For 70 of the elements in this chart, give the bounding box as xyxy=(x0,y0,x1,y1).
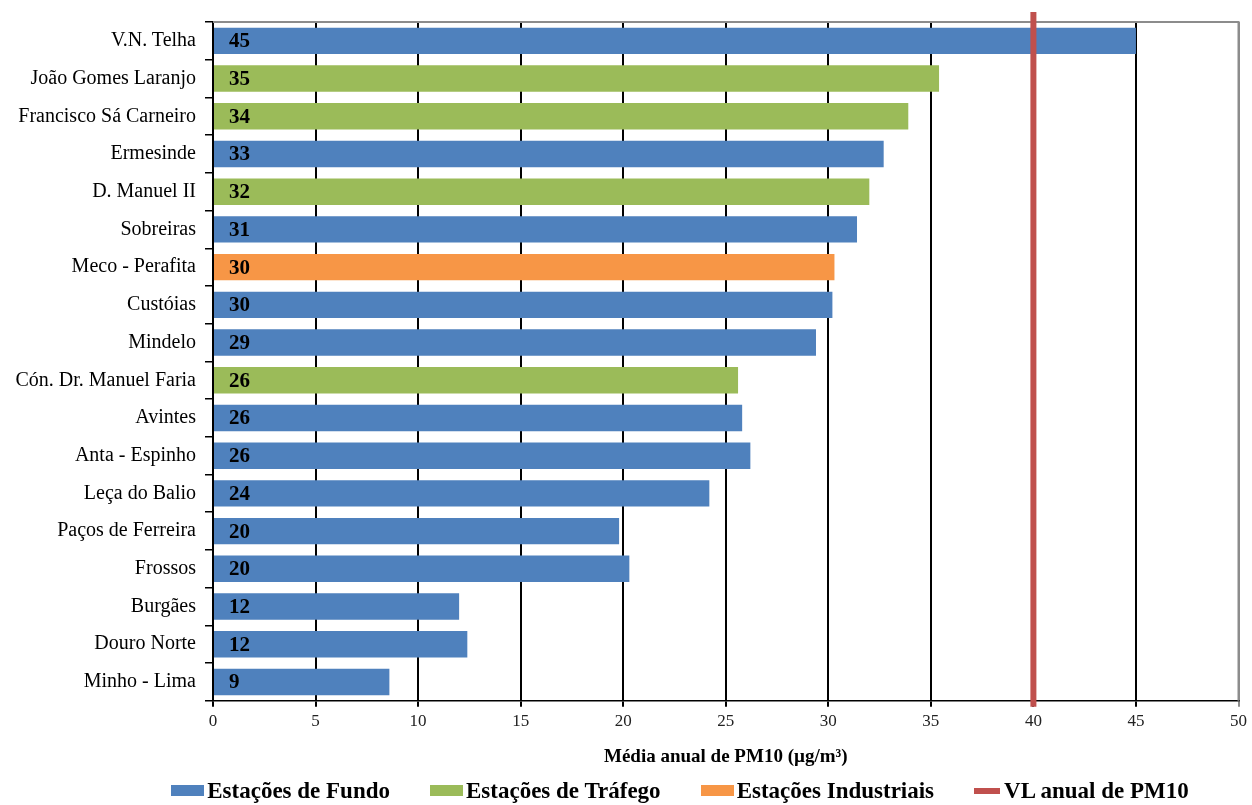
bar xyxy=(214,367,739,394)
y-tick-label: Douro Norte xyxy=(94,631,197,654)
data-label: 12 xyxy=(229,593,250,618)
data-label: 32 xyxy=(229,179,250,204)
data-label: 30 xyxy=(229,254,250,279)
x-tick-label: 10 xyxy=(409,711,427,731)
y-tick-label: Avintes xyxy=(135,405,197,428)
bar xyxy=(214,291,833,319)
x-tick-label: 15 xyxy=(512,711,530,731)
bar xyxy=(214,668,390,696)
y-tick-label: Sobreiras xyxy=(120,216,197,239)
bar xyxy=(214,329,816,356)
y-tick-label: Ermesinde xyxy=(110,141,197,164)
legend-label: Estações de Fundo xyxy=(207,777,390,805)
y-tick-label: Leça do Balio xyxy=(83,480,196,504)
data-label: 26 xyxy=(229,405,250,430)
data-label: 29 xyxy=(229,329,250,354)
y-tick-label: João Gomes Laranjo xyxy=(30,65,196,89)
y-tick-label: Mindelo xyxy=(128,329,196,352)
x-tick-label: 20 xyxy=(614,711,632,731)
y-tick-label: Meco - Perafita xyxy=(71,254,197,277)
data-label: 34 xyxy=(229,103,251,128)
bar xyxy=(214,404,743,432)
data-label: 30 xyxy=(229,292,250,317)
x-tick-label: 40 xyxy=(1024,711,1042,731)
data-label: 26 xyxy=(229,443,250,468)
y-tick-label: Minho - Lima xyxy=(83,669,197,692)
y-tick-label: Frossos xyxy=(134,556,197,579)
y-tick-label: Custóias xyxy=(127,292,197,315)
bar xyxy=(214,103,909,130)
x-tick-label: 25 xyxy=(717,711,735,731)
y-tick-label: V.N. Telha xyxy=(110,28,197,51)
bar xyxy=(214,178,870,205)
data-label: 20 xyxy=(229,556,250,581)
bar xyxy=(214,593,460,620)
bar xyxy=(214,631,468,658)
x-tick-label: 45 xyxy=(1127,711,1145,731)
data-label: 24 xyxy=(229,480,251,505)
bar xyxy=(214,517,620,545)
bar xyxy=(214,216,858,243)
y-tick-label: Paços de Ferreira xyxy=(57,518,197,542)
x-tick-label: 0 xyxy=(208,711,218,731)
bar xyxy=(214,555,630,583)
bar xyxy=(214,140,884,168)
x-tick-label: 50 xyxy=(1230,711,1247,731)
data-label: 12 xyxy=(229,631,250,656)
data-label: 20 xyxy=(229,518,250,543)
x-tick-label: 5 xyxy=(311,711,320,731)
y-tick-label: Cón. Dr. Manuel Faria xyxy=(15,367,197,390)
y-tick-label: D. Manuel II xyxy=(92,178,196,201)
bar xyxy=(214,65,940,92)
y-tick-label: Anta - Espinho xyxy=(74,442,196,466)
data-label: 31 xyxy=(229,216,250,241)
data-label: 35 xyxy=(229,65,250,90)
bar xyxy=(214,27,1136,55)
bar xyxy=(214,253,835,281)
x-tick-label: 35 xyxy=(922,711,940,731)
x-axis-title: Média anual de PM10 (µg/m³) xyxy=(603,744,848,767)
legend-label: VL anual de PM10 xyxy=(1004,777,1189,805)
bar xyxy=(214,442,751,469)
y-tick-label: Francisco Sá Carneiro xyxy=(18,103,196,126)
y-tick-label: Burgães xyxy=(130,593,197,617)
data-label: 9 xyxy=(229,669,240,694)
data-label: 26 xyxy=(229,367,250,392)
bar xyxy=(214,480,710,507)
legend-label: Estações de Tráfego xyxy=(466,777,661,805)
data-label: 45 xyxy=(229,28,250,53)
legend-label: Estações Industriais xyxy=(736,777,935,805)
x-tick-label: 30 xyxy=(819,711,837,731)
data-label: 33 xyxy=(229,141,250,166)
